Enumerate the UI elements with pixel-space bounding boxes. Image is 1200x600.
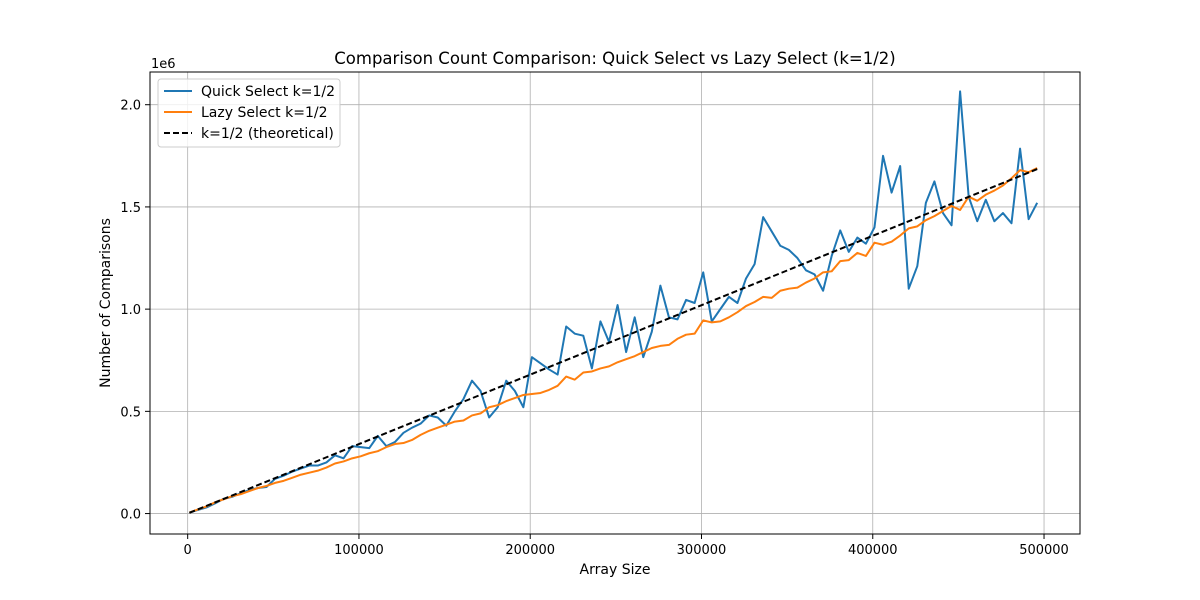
- y-tick-label: 0.0: [120, 508, 141, 523]
- x-tick-label: 100000: [334, 543, 384, 558]
- series-layer: [189, 90, 1039, 514]
- y-tick-label: 1.5: [120, 201, 141, 216]
- plot-frame: [149, 71, 1081, 535]
- y-offset-text: 1e6: [151, 57, 176, 72]
- x-tick-label: 0: [184, 543, 192, 558]
- y-axis-ticks: 0.0 0.5 1.0 1.5 2.0: [120, 99, 150, 523]
- x-tick-label: 500000: [1019, 543, 1069, 558]
- quick-select-line: [189, 90, 1039, 514]
- y-axis-label: Number of Comparisons: [98, 218, 114, 388]
- lazy-select-line: [189, 167, 1038, 514]
- legend-label-theoretical: k=1/2 (theoretical): [201, 126, 334, 142]
- y-tick-label: 0.5: [120, 405, 141, 420]
- legend-box: [157, 78, 341, 148]
- x-axis-ticks: 0 100000 200000 300000 400000 500000: [184, 534, 1069, 558]
- chart-title: Comparison Count Comparison: Quick Selec…: [334, 49, 895, 68]
- x-tick-label: 400000: [848, 543, 898, 558]
- legend-label-quick-select: Quick Select k=1/2: [201, 84, 335, 100]
- legend-label-lazy-select: Lazy Select k=1/2: [201, 105, 327, 121]
- x-tick-label: 300000: [677, 543, 727, 558]
- x-tick-label: 200000: [505, 543, 555, 558]
- x-axis-label: Array Size: [580, 562, 651, 578]
- y-tick-label: 2.0: [120, 99, 141, 114]
- legend: Quick Select k=1/2 Lazy Select k=1/2 k=1…: [157, 78, 341, 148]
- y-tick-label: 1.0: [120, 303, 141, 318]
